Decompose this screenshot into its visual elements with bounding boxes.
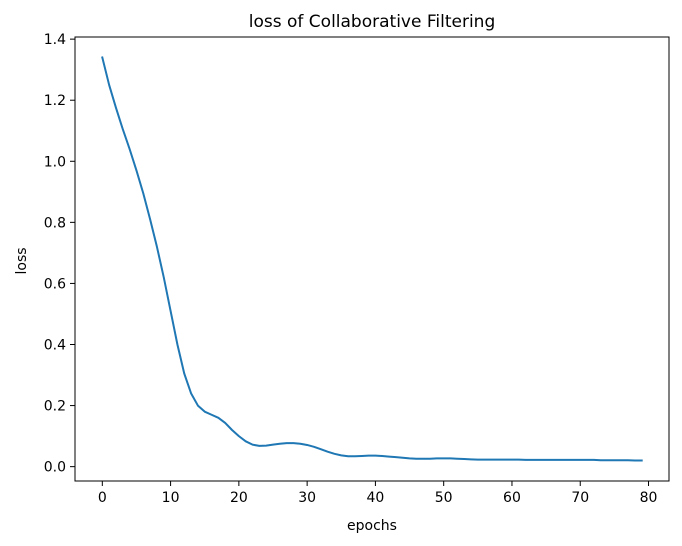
x-axis: 0 10 20 30 40 50 60 70 80 (98, 481, 658, 506)
y-tick-label: 0.2 (44, 399, 66, 415)
plot-frame (74, 36, 670, 482)
y-tick-label: 0.6 (44, 276, 66, 292)
series-line-0 (101, 56, 643, 462)
y-tick-label: 0.0 (44, 460, 66, 476)
x-tick-label: 20 (230, 490, 248, 506)
x-tick-label: 0 (98, 490, 107, 506)
y-axis-label: loss (14, 247, 30, 274)
y-tick-label: 1.0 (44, 154, 66, 170)
y-tick-label: 0.8 (44, 215, 66, 231)
y-tick-label: 1.2 (44, 93, 66, 109)
x-tick-label: 80 (640, 490, 658, 506)
y-tick-label: 0.4 (44, 338, 66, 354)
chart-title: loss of Collaborative Filtering (249, 12, 495, 32)
x-tick-label: 60 (503, 490, 521, 506)
x-axis-label: epochs (347, 518, 397, 534)
x-tick-label: 40 (366, 490, 384, 506)
x-tick-label: 10 (162, 490, 180, 506)
x-tick-label: 30 (298, 490, 316, 506)
x-tick-label: 70 (571, 490, 589, 506)
plot-area (74, 36, 670, 482)
y-tick-label: 1.4 (44, 32, 66, 48)
x-tick-label: 50 (435, 490, 453, 506)
y-axis: 0.0 0.2 0.4 0.6 0.8 1.0 1.2 1.4 (44, 32, 75, 476)
